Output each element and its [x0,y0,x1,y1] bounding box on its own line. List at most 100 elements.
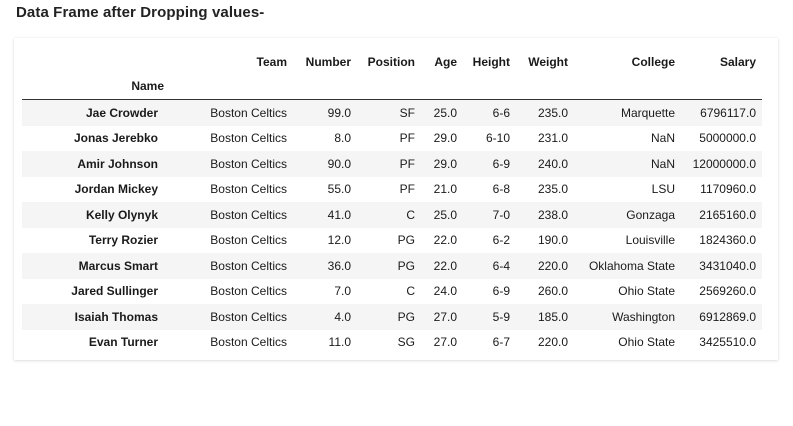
dataframe-output-card: Team Number Position Age Height Weight C… [14,38,778,360]
cell-height: 6-9 [492,284,510,299]
dataframe-table: Team Number Position Age Height Weight C… [22,50,762,355]
column-header: Number [305,54,351,69]
cell-height: 6-7 [492,335,510,350]
cell-team: Boston Celtics [210,233,287,248]
empty-header-cell [574,73,681,100]
index-corner-cell [22,50,164,73]
cell-height: 7-0 [492,207,510,222]
cell-age: 21.0 [433,182,457,197]
cell-height: 5-9 [492,309,510,324]
cell-position: PF [399,156,415,171]
cell-team: Boston Celtics [210,207,287,222]
empty-header-cell [357,73,421,100]
table-row: Marcus Smart Boston Celtics 36.0 PG 22.0… [22,253,762,279]
cell-position: PF [399,182,415,197]
cell-number: 8.0 [334,131,351,146]
cell-number: 4.0 [334,309,351,324]
cell-weight: 235.0 [537,105,568,120]
cell-height: 6-6 [492,105,510,120]
cell-team: Boston Celtics [210,284,287,299]
cell-age: 24.0 [433,284,457,299]
cell-number: 7.0 [334,284,351,299]
cell-team: Boston Celtics [210,335,287,350]
cell-number: 99.0 [327,105,351,120]
cell-team: Boston Celtics [210,309,287,324]
cell-college: Gonzaga [626,207,675,222]
cell-salary: 12000000.0 [692,156,756,171]
cell-position: SG [397,335,415,350]
cell-team: Boston Celtics [210,131,287,146]
cell-salary: 2569260.0 [699,284,756,299]
cell-weight: 240.0 [537,156,568,171]
row-index-name: Jared Sullinger [71,284,158,299]
column-header-row: Team Number Position Age Height Weight C… [22,50,762,73]
cell-height: 6-4 [492,258,510,273]
cell-weight: 238.0 [537,207,568,222]
cell-age: 27.0 [433,309,457,324]
empty-header-cell [421,73,463,100]
column-header: Age [434,54,457,69]
row-index-name: Evan Turner [88,335,158,350]
row-index-name: Jae Crowder [85,105,158,120]
cell-position: PG [397,309,415,324]
table-row: Jared Sullinger Boston Celtics 7.0 C 24.… [22,278,762,304]
cell-salary: 6912869.0 [699,309,756,324]
cell-number: 36.0 [327,258,351,273]
cell-weight: 185.0 [537,309,568,324]
empty-header-cell [164,73,293,100]
cell-position: PG [397,258,415,273]
cell-college: Washington [612,309,675,324]
cell-age: 22.0 [433,233,457,248]
cell-team: Boston Celtics [210,258,287,273]
cell-college: Ohio State [618,284,675,299]
cell-college: Oklahoma State [588,258,675,273]
cell-weight: 260.0 [537,284,568,299]
column-header: College [631,54,675,69]
cell-height: 6-8 [492,182,510,197]
cell-number: 12.0 [327,233,351,248]
table-row: Amir Johnson Boston Celtics 90.0 PF 29.0… [22,151,762,177]
table-row: Jonas Jerebko Boston Celtics 8.0 PF 29.0… [22,125,762,151]
cell-college: NaN [650,156,675,171]
cell-age: 25.0 [433,105,457,120]
cell-height: 6-10 [485,131,510,146]
cell-age: 29.0 [433,131,457,146]
row-index-name: Jonas Jerebko [73,131,158,146]
row-index-name: Jordan Mickey [74,182,158,197]
cell-college: Ohio State [618,335,675,350]
column-header: Height [472,54,510,69]
cell-number: 90.0 [327,156,351,171]
cell-salary: 1170960.0 [700,182,756,197]
cell-salary: 5000000.0 [699,131,756,146]
cell-salary: 2165160.0 [699,207,756,222]
column-header: Weight [528,54,568,69]
index-name-row: Name [22,73,762,100]
cell-salary: 1824360.0 [699,233,756,248]
index-name-header: Name [22,73,164,100]
cell-position: PG [397,233,415,248]
table-row: Terry Rozier Boston Celtics 12.0 PG 22.0… [22,227,762,253]
empty-header-cell [463,73,516,100]
cell-weight: 190.0 [537,233,568,248]
cell-team: Boston Celtics [210,105,287,120]
table-row: Jordan Mickey Boston Celtics 55.0 PF 21.… [22,176,762,202]
cell-weight: 235.0 [537,182,568,197]
cell-position: PF [399,131,415,146]
page-heading: Data Frame after Dropping values- [16,4,265,21]
cell-college: Louisville [625,233,675,248]
cell-college: Marquette [620,105,675,120]
table-row: Isaiah Thomas Boston Celtics 4.0 PG 27.0… [22,304,762,330]
column-header: Position [367,54,415,69]
cell-salary: 3425510.0 [699,335,756,350]
cell-age: 25.0 [433,207,457,222]
cell-number: 11.0 [328,335,351,350]
cell-age: 27.0 [433,335,457,350]
row-index-name: Amir Johnson [77,156,158,171]
cell-position: SF [399,105,415,120]
cell-team: Boston Celtics [210,182,287,197]
table-row: Kelly Olynyk Boston Celtics 41.0 C 25.0 … [22,202,762,228]
cell-height: 6-9 [492,156,510,171]
table-row: Evan Turner Boston Celtics 11.0 SG 27.0 … [22,329,762,355]
cell-college: LSU [651,182,675,197]
cell-number: 41.0 [327,207,351,222]
